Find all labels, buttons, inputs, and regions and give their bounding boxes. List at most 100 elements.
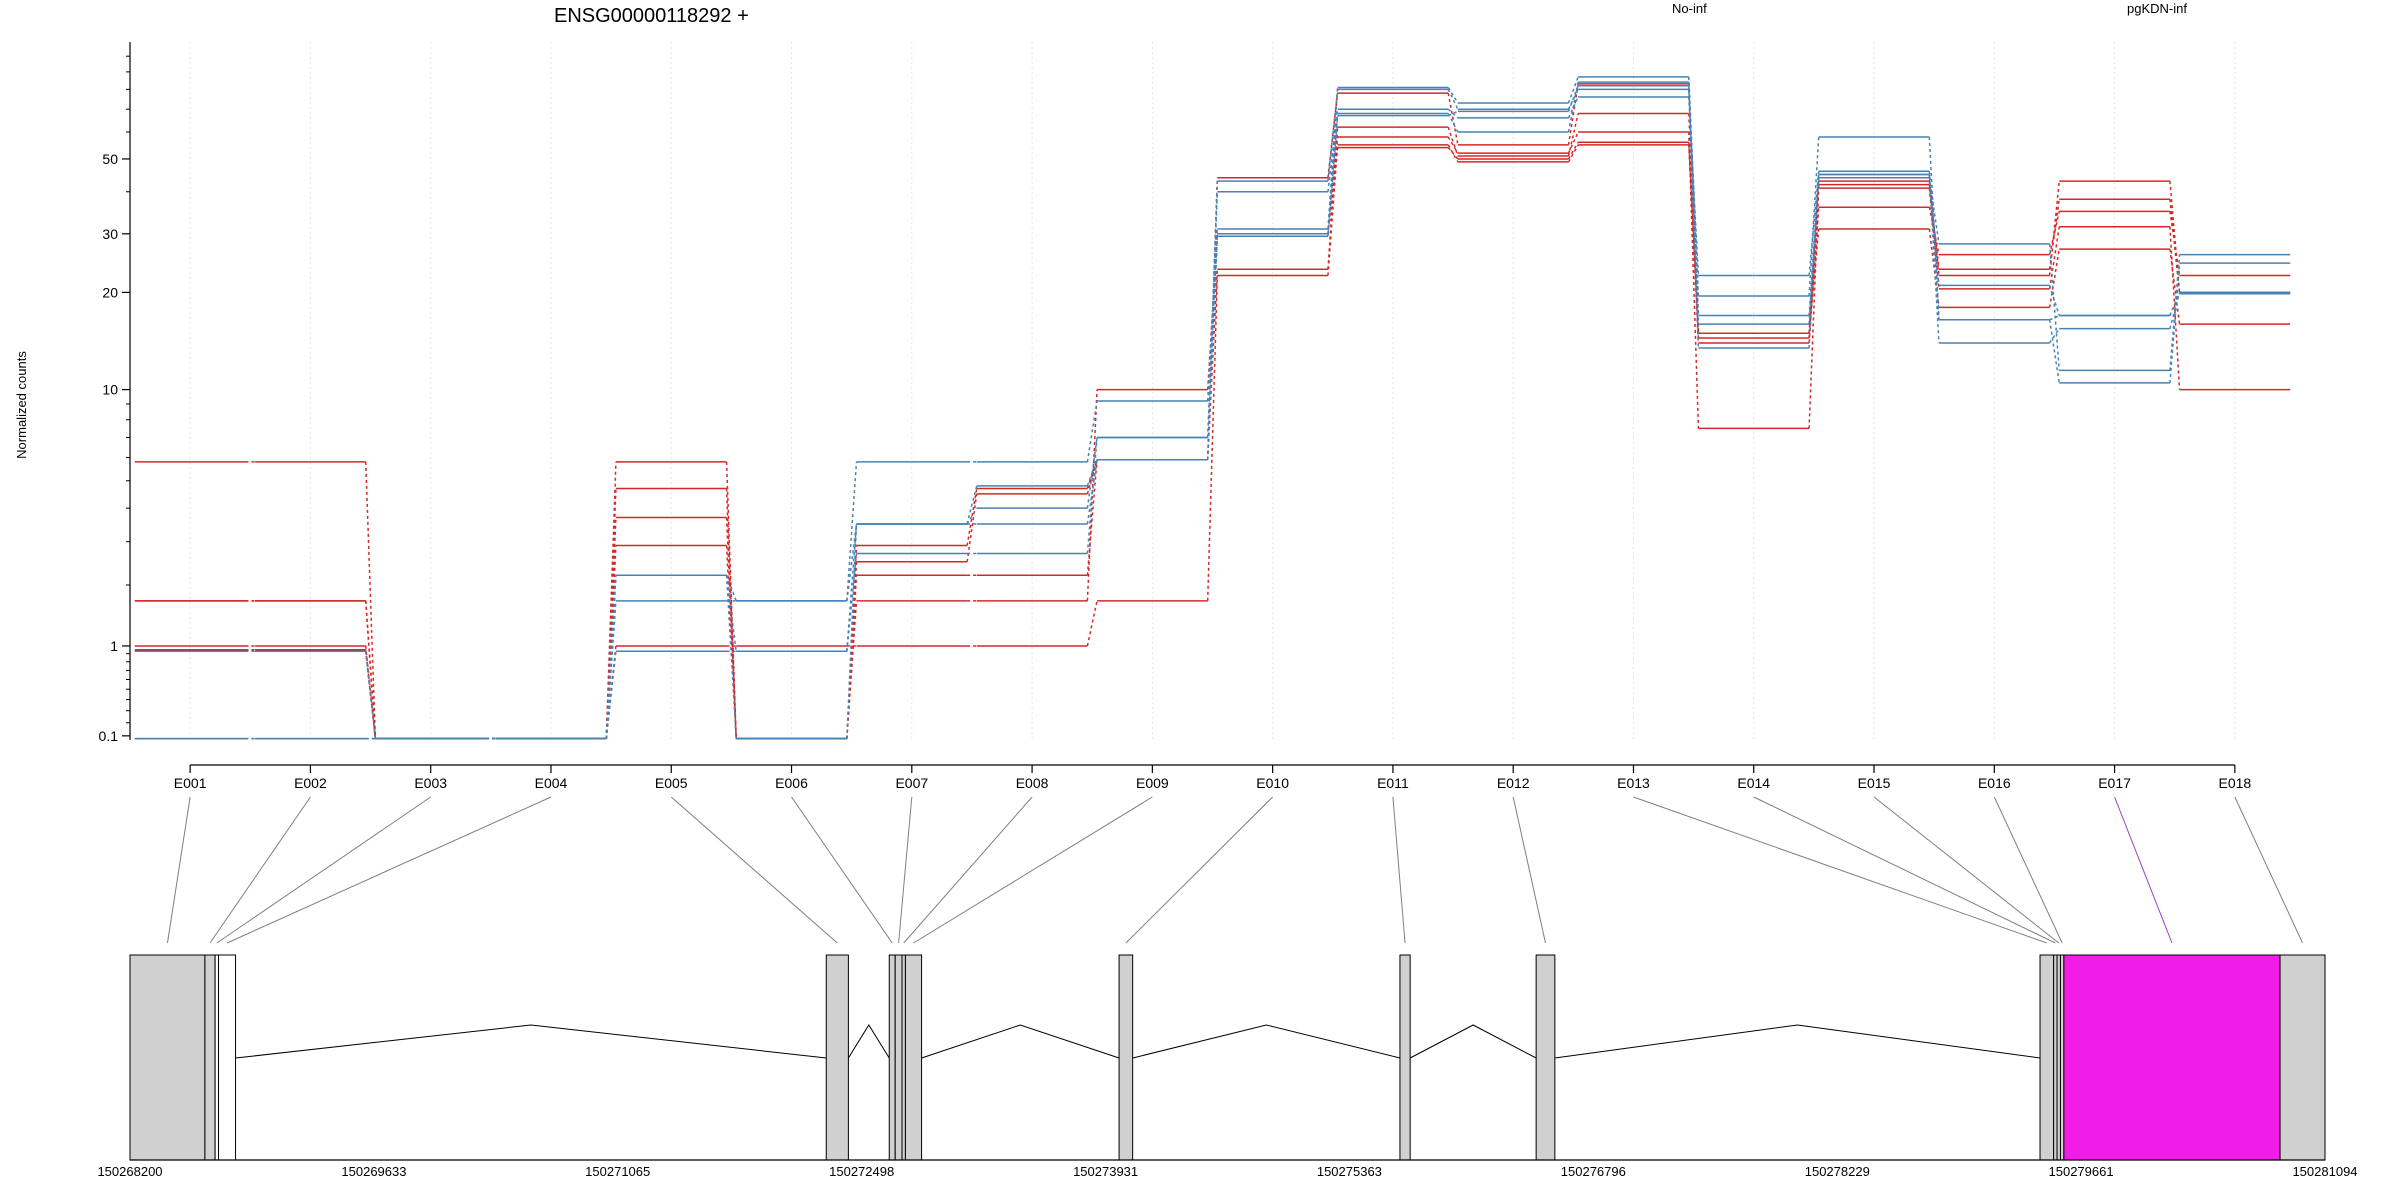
intron-line xyxy=(921,1024,1120,1059)
connector-e009 xyxy=(913,796,1153,944)
connector-e007 xyxy=(898,796,913,944)
exon-bin-e013 xyxy=(2039,954,2055,1161)
y-tick-label: 20 xyxy=(102,284,118,300)
connector-e013 xyxy=(1633,796,2048,944)
coordinate-tick-label: 150275363 xyxy=(1317,1164,1382,1179)
x-tick-label-e015: E015 xyxy=(1858,775,1891,791)
bin-transition xyxy=(2169,263,2181,383)
exon-bin-e011 xyxy=(1399,954,1411,1161)
x-tick-label-e009: E009 xyxy=(1136,775,1169,791)
connector-e015 xyxy=(1873,796,2060,944)
x-tick-label-e012: E012 xyxy=(1497,775,1530,791)
vertical-grid xyxy=(189,42,2236,740)
coordinate-tick-label: 150279661 xyxy=(2049,1164,2114,1179)
x-tick-label-e001: E001 xyxy=(174,775,207,791)
bin-transition xyxy=(725,575,737,652)
coordinate-tick-label: 150271065 xyxy=(585,1164,650,1179)
x-tick-label-e004: E004 xyxy=(535,775,568,791)
x-tick-label-e002: E002 xyxy=(294,775,327,791)
y-tick-label: 10 xyxy=(102,382,118,398)
legend-no-inf: No-inf xyxy=(1672,1,1707,16)
bin-transition xyxy=(1327,136,1339,234)
exon-bin-e018 xyxy=(2279,954,2326,1161)
x-tick-label-e013: E013 xyxy=(1617,775,1650,791)
bin-transition xyxy=(1808,207,1820,344)
connector-e018 xyxy=(2234,796,2303,944)
bin-transition xyxy=(725,517,737,739)
bin-transition xyxy=(364,600,377,739)
intron-line xyxy=(235,1024,827,1059)
x-tick-label-e006: E006 xyxy=(775,775,808,791)
bin-transition xyxy=(1327,93,1339,178)
intron-line xyxy=(1554,1024,2041,1059)
bin-transition xyxy=(1086,389,1098,601)
bin-transition xyxy=(1086,459,1098,487)
bin-transition xyxy=(2169,293,2181,316)
bin-transition xyxy=(846,461,858,601)
connector-e008 xyxy=(903,796,1033,944)
bin-transition xyxy=(1447,93,1459,146)
y-tick-label: 1 xyxy=(110,638,118,654)
bin-transition xyxy=(605,600,617,739)
bin-transition xyxy=(1808,136,1820,297)
bin-transition xyxy=(2048,248,2060,308)
bin-transition xyxy=(2048,319,2060,384)
bin-transition xyxy=(1928,228,1940,308)
series-pgkdn-inf-sample-5 xyxy=(134,81,2291,740)
bin-transition xyxy=(1688,82,1700,316)
exon-bin-e010 xyxy=(1118,954,1134,1161)
bin-transition xyxy=(1447,108,1459,119)
bin-transition xyxy=(846,553,858,652)
connector-e006 xyxy=(791,796,893,944)
connector-e005 xyxy=(670,796,838,944)
coordinate-tick-label: 150281094 xyxy=(2292,1164,2357,1179)
exon-bin-e004 xyxy=(218,954,237,1161)
intron-line xyxy=(1409,1024,1537,1059)
bin-transition xyxy=(1928,174,1940,344)
bin-transition xyxy=(966,488,978,546)
y-tick-label: 30 xyxy=(102,226,118,242)
legend-pgkdn-inf: pgKDN-inf xyxy=(2127,1,2187,16)
x-axis: E001 E002 E003 E004 E005 E006 E007 E008 E009 E010… xyxy=(174,764,2251,791)
series-lines xyxy=(134,76,2291,740)
coordinate-tick-label: 150272498 xyxy=(829,1164,894,1179)
y-tick-label: 0.1 xyxy=(99,728,119,744)
exon-bin-e001 xyxy=(129,954,206,1161)
exon-bin-e017 xyxy=(2063,954,2281,1161)
coordinate-tick-label: 150273931 xyxy=(1073,1164,1138,1179)
bin-transition xyxy=(1688,85,1700,349)
exon-bin-e008 xyxy=(901,954,906,1161)
connector-e002 xyxy=(209,796,311,944)
x-tick-label-e010: E010 xyxy=(1256,775,1289,791)
bin-transition xyxy=(1086,400,1098,463)
bin-transition xyxy=(1688,131,1700,429)
x-tick-label-e005: E005 xyxy=(655,775,688,791)
bin-transition xyxy=(1928,181,1940,276)
x-tick-label-e011: E011 xyxy=(1377,775,1409,791)
bin-transition xyxy=(1808,188,1820,429)
y-axis: 0.1 1 10 20 30 50 xyxy=(99,42,131,744)
bin-transition xyxy=(1567,131,1579,154)
connector-e003 xyxy=(216,796,431,944)
exon-bin-e012 xyxy=(1535,954,1556,1161)
bin-transition xyxy=(846,600,858,739)
bin-transition xyxy=(2169,181,2181,293)
bin-transition xyxy=(1206,191,1219,438)
bin-transition xyxy=(1567,89,1579,110)
bin-connector-lines xyxy=(166,796,2303,944)
exon-bin-e009 xyxy=(904,954,923,1161)
exon-bin-e015 xyxy=(2056,954,2061,1161)
coordinate-tick-label: 150268200 xyxy=(97,1164,162,1179)
coordinate-tick-label: 150276796 xyxy=(1561,1164,1626,1179)
exon-bin-e003 xyxy=(214,954,220,1161)
bin-transition xyxy=(1086,437,1098,554)
connector-e012 xyxy=(1512,796,1546,944)
bin-transition xyxy=(1447,126,1459,157)
exon-bin-e016 xyxy=(2059,954,2065,1161)
bin-transition xyxy=(1206,275,1219,601)
bin-transition xyxy=(1567,76,1579,104)
bin-transition xyxy=(725,575,737,602)
bin-transition xyxy=(2048,226,2060,289)
